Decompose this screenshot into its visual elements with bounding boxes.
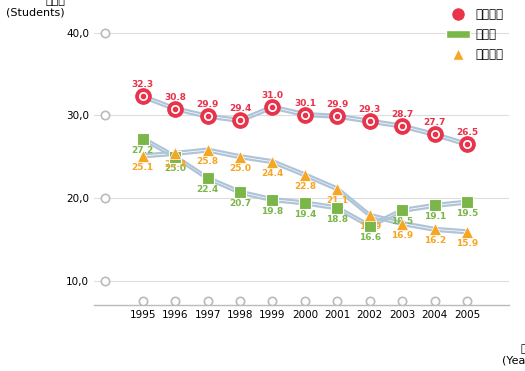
Text: 25.8: 25.8 (196, 157, 219, 166)
Text: 17.9: 17.9 (359, 222, 381, 232)
Legend: 초등학교, 중학교, 고등학교: 초등학교, 중학교, 고등학교 (446, 8, 503, 61)
Text: 24.4: 24.4 (261, 169, 284, 178)
Text: 19.4: 19.4 (294, 210, 316, 219)
Text: 28.7: 28.7 (391, 110, 413, 119)
Y-axis label: 학생수
(Students): 학생수 (Students) (6, 0, 65, 18)
Text: 27.2: 27.2 (132, 145, 154, 155)
Text: 16.6: 16.6 (359, 233, 381, 242)
Text: 19.5: 19.5 (456, 209, 478, 218)
Text: 19.1: 19.1 (424, 213, 446, 221)
Text: 27.7: 27.7 (424, 118, 446, 127)
Text: 18.5: 18.5 (391, 217, 413, 226)
Text: 21.1: 21.1 (327, 196, 349, 205)
Text: 30.8: 30.8 (164, 93, 186, 102)
Text: 31.0: 31.0 (261, 91, 284, 100)
X-axis label: 연도
(Year): 연도 (Year) (502, 344, 525, 365)
Text: 25.4: 25.4 (164, 160, 186, 170)
Text: 18.8: 18.8 (327, 215, 349, 224)
Text: 22.4: 22.4 (196, 185, 219, 194)
Text: 25.0: 25.0 (229, 164, 251, 173)
Text: 32.3: 32.3 (132, 81, 154, 89)
Text: 25.0: 25.0 (164, 164, 186, 173)
Text: 25.1: 25.1 (132, 163, 154, 172)
Text: 20.7: 20.7 (229, 199, 251, 208)
Text: 15.9: 15.9 (456, 239, 478, 248)
Text: 26.5: 26.5 (456, 128, 478, 137)
Text: 29.9: 29.9 (196, 100, 219, 109)
Text: 16.2: 16.2 (424, 236, 446, 245)
Text: 16.9: 16.9 (391, 231, 413, 240)
Text: 30.1: 30.1 (294, 99, 316, 108)
Text: 29.4: 29.4 (229, 104, 251, 114)
Text: 22.8: 22.8 (294, 182, 316, 191)
Text: 19.8: 19.8 (261, 207, 284, 216)
Text: 29.3: 29.3 (359, 105, 381, 114)
Text: 29.9: 29.9 (326, 100, 349, 109)
